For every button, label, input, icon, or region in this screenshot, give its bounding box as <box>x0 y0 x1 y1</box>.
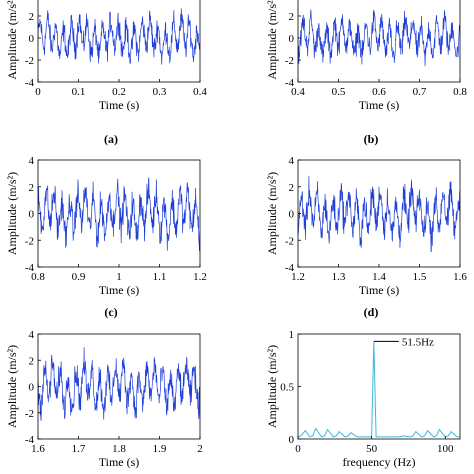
x-axis-label: Time (s) <box>359 98 400 112</box>
y-tick-label: 0 <box>289 434 295 446</box>
y-tick-label: -4 <box>25 434 35 446</box>
y-tick-label: -2 <box>25 235 34 247</box>
y-tick-label: -2 <box>285 235 294 247</box>
chart-panel-3: 0.8 0.9 1 1.1 1.2 -4 -2 0 2 4 Time (s) Amplitude (m… <box>5 155 207 319</box>
y-tick-label: -2 <box>25 408 34 420</box>
x-tick-label: 0.8 <box>453 86 467 98</box>
y-tick-label: 4 <box>29 329 35 341</box>
x-tick-label: 1.7 <box>72 443 86 455</box>
x-tick-label: 1.3 <box>332 271 346 283</box>
y-axis-label: Amplitude (m/s²) <box>265 172 279 255</box>
x-tick-label: 0 <box>295 443 301 455</box>
panel-label: (a) <box>104 132 118 146</box>
y-tick-label: -4 <box>285 77 295 89</box>
x-axis-label: Time (s) <box>99 455 140 469</box>
y-tick-label: 0 <box>29 382 35 394</box>
plot-area <box>38 347 200 421</box>
x-tick-label: 0 <box>35 86 41 98</box>
x-axis-label: Time (s) <box>359 283 400 297</box>
y-tick-label: 0 <box>29 209 35 221</box>
y-tick-label: -2 <box>25 55 34 67</box>
annotation-label: 51.5Hz <box>402 336 434 348</box>
axes-frame <box>37 159 201 268</box>
y-axis-label: Amplitude (m/s²) <box>5 345 19 428</box>
y-tick-label: 0 <box>289 209 295 221</box>
chart-panel-6: 51.5Hz 0 50 100 0 0.5 1 frequency (Hz) Amplitude… <box>265 329 461 469</box>
y-tick-label: -4 <box>285 262 295 274</box>
x-tick-label: 0.3 <box>153 86 167 98</box>
panel-label: (c) <box>104 305 117 319</box>
series-line <box>298 341 460 438</box>
x-tick-label: 0.9 <box>72 271 86 283</box>
x-axis-label: frequency (Hz) <box>343 455 416 469</box>
x-axis-label: Time (s) <box>99 283 140 297</box>
x-tick-label: 1 <box>116 271 122 283</box>
chart-panel-5: 1.6 1.7 1.8 1.9 2 -4 -2 0 2 4 Time (s) Amplitude (m… <box>5 329 203 469</box>
x-tick-label: 1.4 <box>372 271 386 283</box>
chart-panel-4: 1.2 1.3 1.4 1.5 1.6 -4 -2 0 2 4 Time (s) Amplitude … <box>265 155 467 319</box>
x-tick-label: 0.6 <box>372 86 386 98</box>
y-axis-label: Amplitude (m/s²) <box>265 0 279 80</box>
y-axis-label: Amplitude (m/s²) <box>265 345 279 428</box>
x-axis-label: Time (s) <box>99 98 140 112</box>
y-tick-label: 4 <box>289 155 295 167</box>
y-tick-label: 4 <box>29 155 35 167</box>
series-line <box>298 9 460 67</box>
x-tick-label: 2 <box>197 443 203 455</box>
y-tick-label: 2 <box>289 182 295 194</box>
y-tick-label: 4 <box>29 0 35 1</box>
series-line <box>38 177 200 252</box>
y-axis-label: Amplitude (m/s²) <box>5 172 19 255</box>
chart-panel-2: 0.4 0.5 0.6 0.7 0.8 -4 -2 0 2 4 Time (s) Amplitude … <box>265 0 467 146</box>
panel-label: (b) <box>364 132 379 146</box>
x-tick-label: 1.8 <box>112 443 126 455</box>
plot-area <box>298 341 460 438</box>
y-axis-label: Amplitude (m/s²) <box>5 0 19 80</box>
y-tick-label: 4 <box>289 0 295 1</box>
x-tick-label: 1.6 <box>31 443 45 455</box>
y-tick-label: 0 <box>289 33 295 45</box>
plot-area <box>38 177 200 252</box>
x-tick-label: 0.2 <box>112 86 126 98</box>
plot-area <box>298 175 460 253</box>
x-tick-label: 1.6 <box>453 271 467 283</box>
y-tick-label: 0 <box>29 33 35 45</box>
x-tick-label: 0.1 <box>72 86 86 98</box>
y-tick-label: -4 <box>25 262 35 274</box>
x-tick-label: 1.2 <box>291 271 305 283</box>
x-tick-label: 0.4 <box>291 86 305 98</box>
y-tick-label: 2 <box>29 11 35 23</box>
y-tick-label: 1 <box>289 329 295 341</box>
x-tick-label: 0.8 <box>31 271 45 283</box>
x-tick-label: 1.5 <box>413 271 427 283</box>
x-tick-label: 100 <box>437 443 454 455</box>
x-tick-label: 1.1 <box>153 271 167 283</box>
series-line <box>298 175 460 253</box>
plot-area <box>298 9 460 67</box>
y-tick-label: 2 <box>289 11 295 23</box>
series-line <box>38 8 200 65</box>
y-tick-label: -4 <box>25 77 35 89</box>
y-tick-label: -2 <box>285 55 294 67</box>
x-tick-label: 0.7 <box>413 86 427 98</box>
x-tick-label: 1.9 <box>153 443 167 455</box>
panel-label: (d) <box>364 305 379 319</box>
axes-frame <box>297 333 461 440</box>
series-line <box>38 347 200 421</box>
x-tick-label: 50 <box>366 443 378 455</box>
x-tick-label: 0.4 <box>193 86 207 98</box>
chart-panel-1: 0 0.1 0.2 0.3 0.4 -4 -2 0 2 4 Time (s) Amplitude (m… <box>5 0 207 146</box>
x-tick-label: 0.5 <box>332 86 346 98</box>
x-tick-label: 1.2 <box>193 271 207 283</box>
plot-area <box>38 8 200 65</box>
y-tick-label: 2 <box>29 355 35 367</box>
y-tick-label: 2 <box>29 182 35 194</box>
y-tick-label: 0.5 <box>280 382 294 394</box>
